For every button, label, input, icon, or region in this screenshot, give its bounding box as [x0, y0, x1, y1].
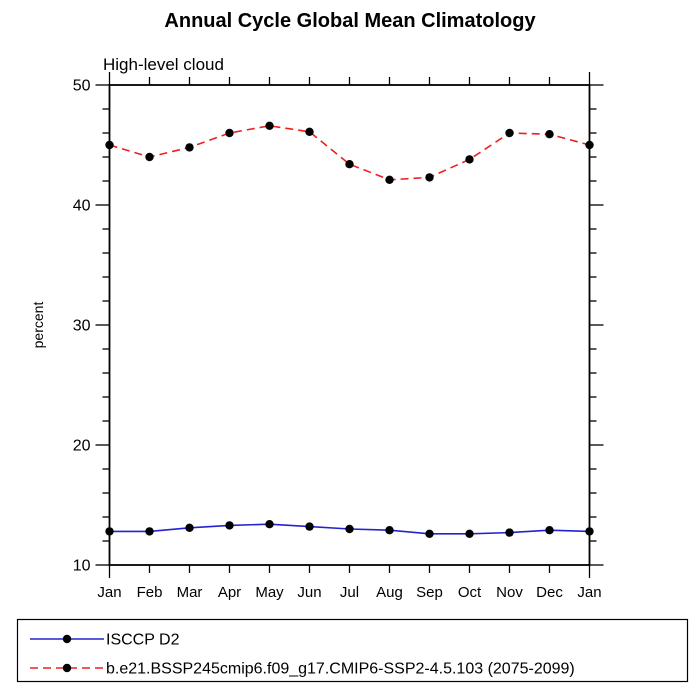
svg-text:Sep: Sep	[416, 584, 443, 601]
svg-text:Nov: Nov	[496, 584, 523, 601]
svg-text:10: 10	[73, 558, 91, 575]
svg-text:Apr: Apr	[218, 584, 241, 601]
svg-text:Feb: Feb	[137, 584, 163, 601]
svg-text:May: May	[255, 584, 284, 601]
chart-title: Annual Cycle Global Mean Climatology	[164, 10, 536, 32]
legend-line-samples	[30, 634, 104, 673]
y-axis-label: percent	[30, 302, 46, 349]
svg-text:Jul: Jul	[340, 584, 359, 601]
svg-text:40: 40	[73, 198, 91, 215]
svg-text:Jan: Jan	[97, 584, 121, 601]
legend-label-isccp-d2: ISCCP D2	[106, 632, 180, 649]
svg-text:Jun: Jun	[297, 584, 321, 601]
plot-axes: 10 20 30 40 50 Jan Feb Mar Apr May Jun Jul Aug Sep Oct…	[73, 72, 604, 601]
svg-text:30: 30	[73, 318, 91, 335]
svg-text:Mar: Mar	[177, 584, 203, 601]
legend-label-model-run: b.e21.BSSP245cmip6.f09_g17.CMIP6-SSP2-4.…	[106, 661, 575, 678]
svg-text:Dec: Dec	[536, 584, 563, 601]
svg-text:Jan: Jan	[577, 584, 601, 601]
legend: ISCCP D2 b.e21.BSSP245cmip6.f09_g17.CMIP…	[16, 618, 689, 683]
legend-box	[16, 618, 689, 683]
svg-text:50: 50	[73, 78, 91, 95]
svg-text:Oct: Oct	[458, 584, 482, 601]
svg-text:20: 20	[73, 438, 91, 455]
svg-text:Aug: Aug	[376, 584, 403, 601]
plot-series	[105, 121, 594, 538]
chart-subtitle: High-level cloud	[103, 55, 224, 74]
